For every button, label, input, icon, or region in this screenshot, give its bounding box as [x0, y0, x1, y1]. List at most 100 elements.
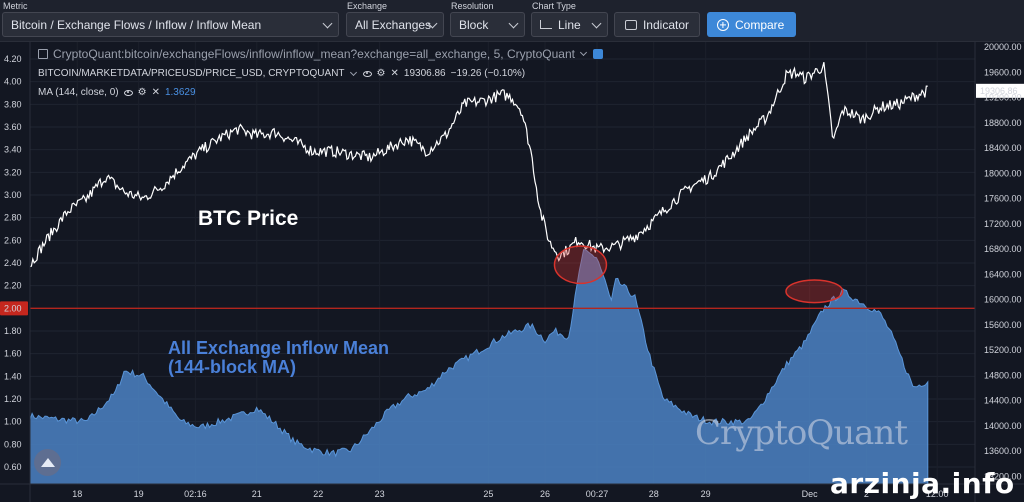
- highlight-ellipse-1: [553, 245, 608, 285]
- gear-icon[interactable]: ⚙: [137, 86, 147, 98]
- metric-select[interactable]: Bitcoin / Exchange Flows / Inflow / Infl…: [2, 12, 339, 37]
- legend-source: CryptoQuant:bitcoin/exchangeFlows/inflow…: [38, 47, 603, 61]
- gear-icon[interactable]: ⚙: [376, 67, 386, 79]
- highlight-ellipse-2: [785, 279, 844, 304]
- legend-ma: MA (144, close, 0) ⚙ ✕ 1.3629: [38, 87, 196, 98]
- right-tick-label: 18400.00: [984, 143, 1022, 153]
- left-tick-label: 4.20: [4, 54, 22, 64]
- inflow-mean-annotation: All Exchange Inflow Mean: [168, 338, 389, 358]
- right-tick-label: 14800.00: [984, 370, 1022, 380]
- threshold-line: 2.00: [0, 301, 975, 316]
- x-tick-label: 29: [701, 489, 711, 499]
- threshold-label-bg: [0, 301, 28, 316]
- x-tick-label: 22: [313, 489, 323, 499]
- left-tick-label: 3.00: [4, 190, 22, 200]
- x-tick-label: 26: [540, 489, 550, 499]
- left-tick-label: 1.40: [4, 371, 22, 381]
- brand-logo-icon[interactable]: [34, 449, 61, 476]
- right-tick-label: 20000.00: [984, 42, 1022, 52]
- btc-price-annotation: BTC Price: [198, 207, 298, 230]
- metric-value: Bitcoin / Exchange Flows / Inflow / Infl…: [11, 17, 262, 32]
- chart-type-select[interactable]: Line: [531, 12, 608, 37]
- right-tick-label: 14000.00: [984, 421, 1022, 431]
- x-tick-label: 19: [134, 489, 144, 499]
- close-icon[interactable]: ✕: [151, 86, 160, 98]
- right-tick-label: 13200.00: [984, 471, 1022, 481]
- site-watermark: arzinja.info: [830, 467, 1015, 500]
- last-price-label: 19306.86: [980, 86, 1018, 96]
- eye-icon[interactable]: [123, 89, 133, 96]
- close-icon[interactable]: ✕: [390, 67, 399, 79]
- left-tick-label: 4.00: [4, 77, 22, 87]
- x-tick-label: 18: [72, 489, 82, 499]
- x-tick-label: 00:27: [586, 489, 609, 499]
- left-tick-label: 3.40: [4, 145, 22, 155]
- left-tick-label: 1.80: [4, 326, 22, 336]
- right-tick-label: 19200.00: [984, 93, 1022, 103]
- chevron-down-icon: [591, 18, 602, 29]
- left-tick-label: 2.80: [4, 213, 22, 223]
- left-tick-label: 2.20: [4, 281, 22, 291]
- inflow-ma-annotation: (144-block MA): [168, 357, 296, 377]
- indicator-button[interactable]: Indicator: [614, 12, 700, 37]
- x-tick-label: 28: [649, 489, 659, 499]
- x-tick-label: 25: [483, 489, 493, 499]
- last-price-badge: [976, 83, 1024, 98]
- plus-circle-icon: [717, 18, 729, 31]
- legend-ma-label: MA (144, close, 0): [38, 87, 119, 98]
- chevron-down-icon[interactable]: [579, 48, 588, 57]
- exchange-value: All Exchanges: [355, 17, 432, 32]
- legend-price-symbol: BITCOIN/MARKETDATA/PRICEUSD/PRICE_USD, C…: [38, 68, 345, 79]
- legend-price-change: −19.26 (−0.10%): [450, 68, 526, 79]
- legend-price: BITCOIN/MARKETDATA/PRICEUSD/PRICE_USD, C…: [38, 68, 525, 79]
- left-tick-label: 3.80: [4, 99, 22, 109]
- indicator-label: Indicator: [642, 17, 689, 32]
- x-tick-label: Dec: [802, 489, 819, 499]
- chart-type-value: Line: [558, 17, 581, 32]
- x-tick-label: 21: [252, 489, 262, 499]
- exchange-label: Exchange: [347, 1, 388, 11]
- threshold-label: 2.00: [4, 303, 22, 313]
- left-tick-label: 2.40: [4, 258, 22, 268]
- inflow-area: [29, 249, 929, 485]
- left-tick-label: 0.80: [4, 439, 22, 449]
- resolution-select[interactable]: Block: [450, 12, 525, 37]
- line-chart-icon: [540, 20, 552, 29]
- right-tick-label: 17200.00: [984, 219, 1022, 229]
- axes: 4.20 4.00 3.80 3.60 3.40 3.20 3.00 2.80 2.60 2.40…: [0, 42, 1024, 502]
- left-tick-label: 3.20: [4, 167, 22, 177]
- eye-icon[interactable]: [362, 70, 372, 77]
- x-tick-label: 02:16: [184, 489, 207, 499]
- right-tick-label: 18800.00: [984, 118, 1022, 128]
- chevron-down-icon: [508, 18, 519, 29]
- indicator-icon: [625, 19, 637, 30]
- right-tick-label: 16400.00: [984, 269, 1022, 279]
- top-toolbar: Metric Bitcoin / Exchange Flows / Inflow…: [0, 0, 1024, 42]
- exchange-select[interactable]: All Exchanges: [346, 12, 444, 37]
- price-series: 19306.86: [29, 62, 1024, 268]
- metric-label: Metric: [3, 1, 28, 11]
- resolution-value: Block: [459, 17, 489, 32]
- resolution-label: Resolution: [451, 1, 494, 11]
- left-tick-label: 1.20: [4, 394, 22, 404]
- left-tick-label: 1.60: [4, 349, 22, 359]
- right-tick-label: 18000.00: [984, 168, 1022, 178]
- collapse-icon[interactable]: [38, 49, 48, 59]
- compare-button[interactable]: Compare: [707, 12, 796, 37]
- right-tick-label: 17600.00: [984, 194, 1022, 204]
- chevron-down-icon: [322, 18, 333, 29]
- inflow-series: [29, 249, 929, 485]
- settings-badge-icon[interactable]: [592, 49, 603, 59]
- legend-price-value: 19306.86: [403, 68, 446, 79]
- x-tick-label: 2: [864, 489, 869, 499]
- btc-price-line: [29, 62, 928, 268]
- inflow-vs-price-chart: 2.00 19306.86 4.20 4.00 3.80 3.60 3.40 3.20 3.…: [0, 42, 1024, 502]
- left-tick-label: 0.60: [4, 462, 22, 472]
- compare-label: Compare: [735, 17, 785, 32]
- left-tick-label: 3.60: [4, 122, 22, 132]
- x-tick-label: 12:00: [926, 489, 949, 499]
- chevron-down-icon[interactable]: [349, 68, 357, 76]
- legend-ma-value: 1.3629: [164, 87, 196, 98]
- legend-source-text: CryptoQuant:bitcoin/exchangeFlows/inflow…: [53, 47, 575, 61]
- right-tick-label: 15600.00: [984, 320, 1022, 330]
